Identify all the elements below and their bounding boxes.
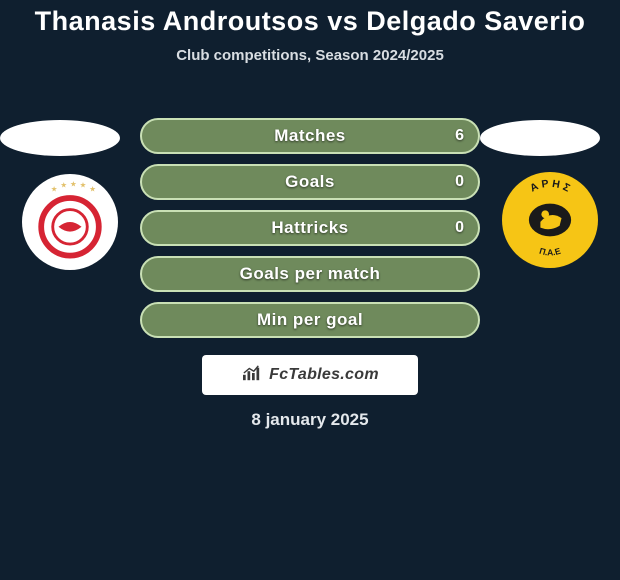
right-player-ellipse — [480, 120, 600, 156]
page-subtitle: Club competitions, Season 2024/2025 — [0, 47, 620, 64]
stat-value-right: 0 — [455, 219, 464, 237]
svg-text:Π.Α.Ε: Π.Α.Ε — [538, 246, 562, 258]
brand-text: FcTables.com — [269, 366, 379, 384]
stat-label: Min per goal — [257, 310, 363, 330]
comparison-infographic: Thanasis Androutsos vs Delgado Saverio C… — [0, 0, 620, 580]
right-club-badge: Α Ρ Η ΣΠ.Α.Ε — [502, 172, 598, 268]
svg-text:★: ★ — [70, 179, 77, 188]
stat-label: Goals — [285, 172, 335, 192]
svg-text:★: ★ — [80, 180, 87, 189]
stat-value-right: 0 — [455, 173, 464, 191]
stat-row: Hattricks 0 — [140, 210, 480, 246]
stat-label: Goals per match — [240, 264, 381, 284]
stat-value-right: 6 — [455, 127, 464, 145]
svg-text:★: ★ — [60, 180, 67, 189]
left-club-badge: ★★★★★ — [22, 174, 118, 270]
stat-row: Min per goal — [140, 302, 480, 338]
page-title: Thanasis Androutsos vs Delgado Saverio — [0, 0, 620, 37]
stat-row: Matches 6 — [140, 118, 480, 154]
left-player-ellipse — [0, 120, 120, 156]
brand-box: FcTables.com — [202, 355, 418, 395]
stat-row: Goals per match — [140, 256, 480, 292]
date-line: 8 january 2025 — [0, 410, 620, 430]
stat-label: Matches — [274, 126, 346, 146]
stats-column: Matches 6 Goals 0 Hattricks 0 Goals per match M… — [140, 118, 480, 348]
svg-text:★: ★ — [51, 184, 58, 193]
svg-text:★: ★ — [89, 184, 96, 193]
brand-chart-icon — [241, 364, 263, 387]
stat-label: Hattricks — [271, 218, 348, 238]
stat-row: Goals 0 — [140, 164, 480, 200]
